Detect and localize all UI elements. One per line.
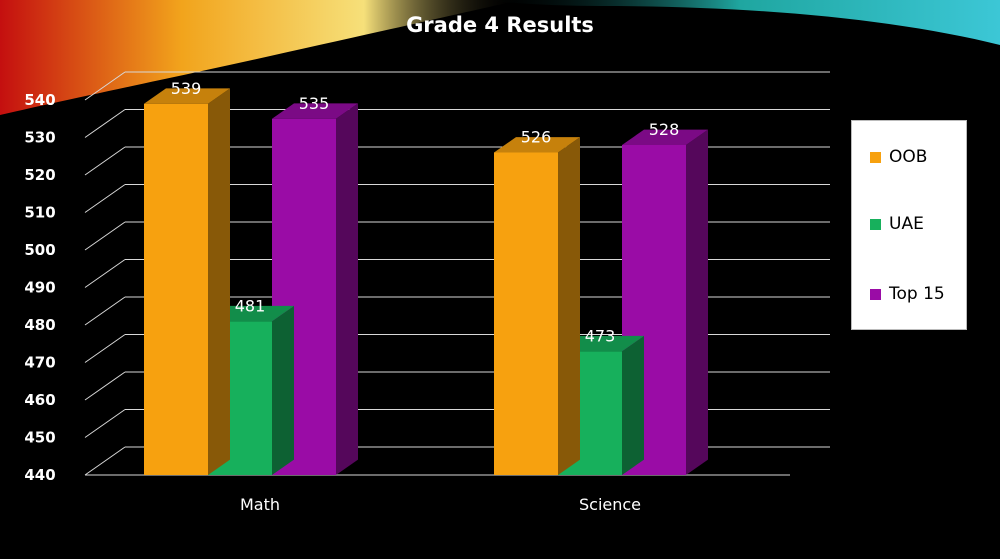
y-tick-label: 460	[24, 391, 55, 409]
bar-side-oob	[208, 88, 230, 475]
y-tick-label: 450	[24, 429, 55, 447]
legend-swatch	[870, 288, 881, 300]
bar-side-uae	[272, 305, 294, 475]
gridline-slant	[84, 146, 126, 176]
data-label: 535	[299, 94, 330, 113]
data-label: 473	[585, 326, 616, 345]
y-tick-label: 440	[24, 466, 55, 484]
bar-side-uae	[622, 335, 644, 475]
y-tick-label: 490	[24, 279, 55, 297]
legend-swatch	[870, 151, 881, 163]
labels: 440 450 460 470 480 490 500 510 520 530 540 535 481 5…	[24, 79, 679, 514]
data-label: 526	[521, 128, 552, 147]
gridline-slant	[84, 409, 126, 438]
gridline-slant	[84, 371, 126, 401]
bar-top-oob	[494, 137, 580, 153]
y-tick-label: 470	[24, 354, 55, 372]
bar-top-top-15	[272, 103, 358, 119]
legend-item: Top 15	[870, 284, 945, 304]
bar-top-oob	[144, 88, 230, 104]
y-tick-label: 510	[24, 204, 55, 222]
bar-oob	[494, 152, 558, 475]
gridline-slant	[84, 109, 126, 138]
gridline-slant	[84, 71, 126, 101]
bar-side-top-15	[336, 103, 358, 475]
chart-title: Grade 4 Results	[406, 13, 594, 37]
legend-label: Top 15	[889, 284, 945, 304]
gridline-slant	[84, 296, 126, 326]
data-label: 539	[171, 79, 202, 98]
bar-oob	[144, 103, 208, 475]
y-tick-label: 540	[24, 91, 55, 109]
bar-top-top-15	[622, 129, 708, 145]
y-tick-label: 530	[24, 129, 55, 147]
y-tick-label: 500	[24, 241, 55, 259]
legend-label: OOB	[889, 147, 928, 167]
gridline-slant	[84, 446, 126, 476]
bar-side-oob	[558, 137, 580, 475]
gridline-slant	[84, 334, 126, 363]
data-label: 481	[235, 296, 266, 315]
category-label: Science	[579, 495, 641, 514]
legend-item: UAE	[870, 214, 924, 234]
y-tick-label: 480	[24, 316, 55, 334]
legend: OOB UAE Top 15	[851, 120, 967, 330]
bar-side-top-15	[686, 129, 708, 475]
legend-label: UAE	[889, 214, 924, 234]
legend-swatch	[870, 218, 881, 230]
data-label: 528	[649, 120, 680, 139]
legend-item: OOB	[870, 147, 927, 167]
gridline-slant	[84, 184, 126, 213]
category-label: Math	[240, 495, 280, 514]
header-swoosh-decoration	[0, 0, 1000, 115]
gridline-slant	[84, 259, 126, 288]
y-tick-label: 520	[24, 166, 55, 184]
bars	[144, 88, 708, 475]
gridline-slant	[84, 221, 126, 251]
